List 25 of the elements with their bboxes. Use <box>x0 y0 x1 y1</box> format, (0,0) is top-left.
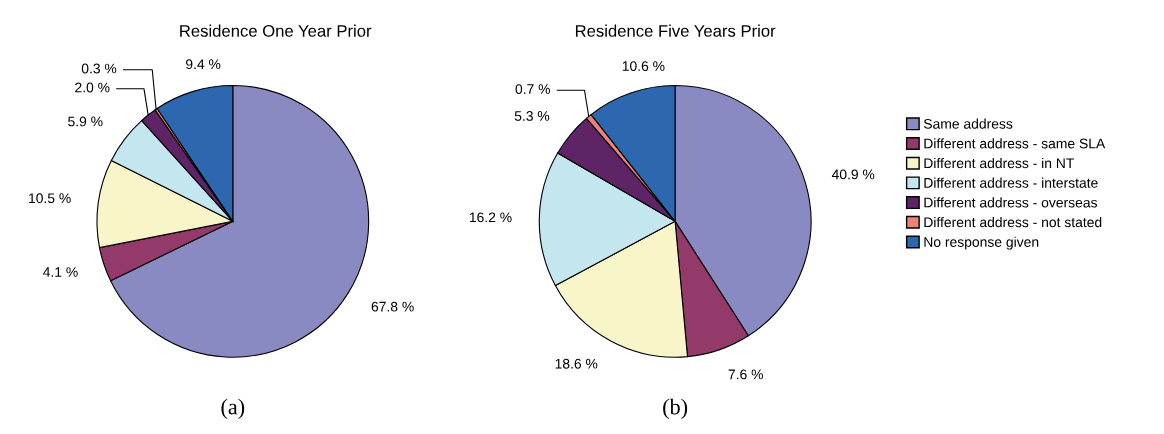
legend-label: Different address - in NT <box>924 157 1075 169</box>
data-label: 40.9 % <box>831 169 875 180</box>
legend-label: Different address - overseas <box>924 197 1098 208</box>
data-label: 5.3 % <box>514 111 550 121</box>
data-label: 4.1 % <box>43 267 78 277</box>
data-label: 9.4 % <box>186 59 221 70</box>
data-label: 67.8 % <box>371 301 414 312</box>
data-label: 18.6 % <box>555 358 598 369</box>
data-label: 10.5 % <box>29 193 71 204</box>
data-label: 7.6 % <box>728 369 763 380</box>
text: (b) <box>663 398 688 419</box>
data-label: 2.0 % <box>75 82 110 93</box>
text: (a) <box>221 398 245 419</box>
data-label: 0.3 % <box>81 63 117 74</box>
legend-label: Different address - interstate <box>924 177 1098 188</box>
legend-label: Same address <box>923 118 1013 129</box>
legend-label: Different address - not stated <box>924 216 1102 228</box>
legend-label: Different address - same SLA <box>924 138 1106 149</box>
data-label: 10.6 % <box>622 61 665 72</box>
chart-title: Residence Five Years Prior <box>575 24 776 37</box>
chart-title: Residence One Year Prior <box>180 24 372 37</box>
data-label: 16.2 % <box>469 212 512 223</box>
legend-label: No response given <box>924 236 1039 250</box>
data-label: 0.7 % <box>515 84 550 94</box>
data-label: 5.9 % <box>68 116 103 127</box>
